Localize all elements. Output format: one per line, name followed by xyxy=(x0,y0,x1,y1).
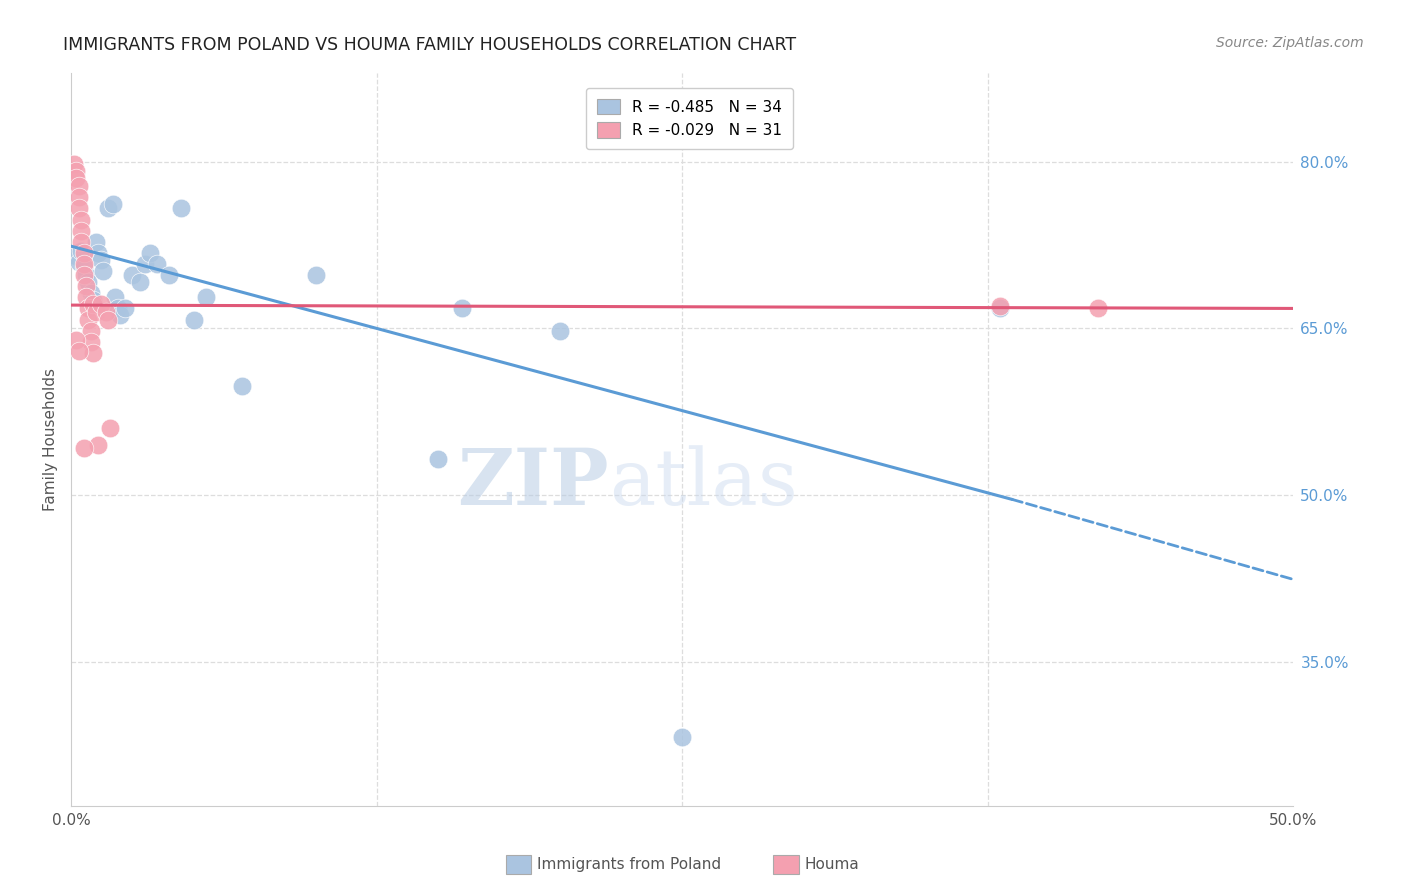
Text: Immigrants from Poland: Immigrants from Poland xyxy=(537,857,721,871)
Point xyxy=(97,202,120,216)
Point xyxy=(97,312,120,326)
Text: Source: ZipAtlas.com: Source: ZipAtlas.com xyxy=(1216,36,1364,50)
Point xyxy=(671,730,693,744)
Point xyxy=(426,452,449,467)
Text: IMMIGRANTS FROM POLAND VS HOUMA FAMILY HOUSEHOLDS CORRELATION CHART: IMMIGRANTS FROM POLAND VS HOUMA FAMILY H… xyxy=(63,36,796,54)
Point xyxy=(67,202,90,216)
Point xyxy=(70,212,93,227)
Y-axis label: Family Households: Family Households xyxy=(44,368,58,511)
Text: Houma: Houma xyxy=(804,857,859,871)
Point xyxy=(108,308,131,322)
Point xyxy=(72,268,94,282)
Point xyxy=(65,333,87,347)
Point xyxy=(121,268,143,282)
Point xyxy=(75,279,97,293)
Point xyxy=(231,379,253,393)
Point xyxy=(65,171,87,186)
Point xyxy=(82,293,104,307)
Point xyxy=(70,244,93,258)
Point xyxy=(75,268,97,282)
Point xyxy=(101,197,124,211)
Point xyxy=(988,299,1011,313)
Text: atlas: atlas xyxy=(609,446,797,522)
Point xyxy=(67,179,90,194)
Point xyxy=(90,252,112,267)
Point xyxy=(62,157,84,171)
Point xyxy=(70,224,93,238)
Point xyxy=(77,275,100,289)
Point xyxy=(84,235,107,249)
Point xyxy=(82,297,104,311)
Point xyxy=(94,305,117,319)
Text: ZIP: ZIP xyxy=(457,445,609,522)
Point xyxy=(80,334,103,349)
Point xyxy=(194,290,217,304)
Point xyxy=(451,301,474,316)
Point xyxy=(65,249,87,263)
Point xyxy=(146,257,169,271)
Point xyxy=(82,346,104,360)
Point xyxy=(77,301,100,316)
Point xyxy=(107,301,129,316)
Point xyxy=(138,246,160,260)
Point xyxy=(988,301,1011,316)
Point xyxy=(100,421,122,435)
Point xyxy=(548,324,571,338)
Point xyxy=(65,163,87,178)
Point xyxy=(72,442,94,456)
Point xyxy=(90,297,112,311)
Point xyxy=(67,190,90,204)
Point xyxy=(75,290,97,304)
Point xyxy=(67,254,90,268)
Point xyxy=(80,285,103,300)
Point xyxy=(104,290,127,304)
Point xyxy=(84,305,107,319)
Point xyxy=(77,312,100,326)
Point xyxy=(80,324,103,338)
Point xyxy=(67,343,90,358)
Point xyxy=(91,263,114,277)
Legend: R = -0.485   N = 34, R = -0.029   N = 31: R = -0.485 N = 34, R = -0.029 N = 31 xyxy=(586,88,793,149)
Point xyxy=(70,235,93,249)
Point xyxy=(72,260,94,275)
Point xyxy=(87,246,110,260)
Point xyxy=(128,275,150,289)
Point xyxy=(72,257,94,271)
Point xyxy=(157,268,180,282)
Point xyxy=(1087,301,1109,316)
Point xyxy=(183,312,205,326)
Point xyxy=(134,257,156,271)
Point xyxy=(72,246,94,260)
Point xyxy=(114,301,136,316)
Point xyxy=(87,438,110,452)
Point xyxy=(305,268,328,282)
Point xyxy=(170,202,193,216)
